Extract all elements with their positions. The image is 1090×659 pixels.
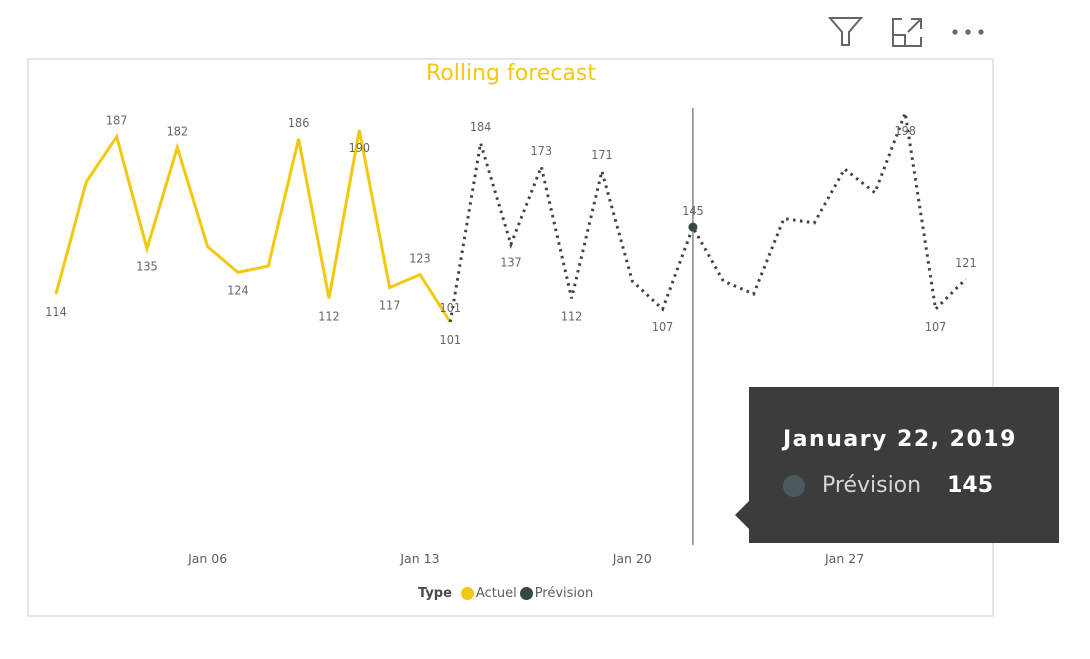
- highlight-marker: [688, 222, 698, 232]
- x-axis: Jan 06 Jan 13 Jan 20 Jan 27: [187, 551, 864, 566]
- tooltip-series-name: Prévision: [822, 473, 922, 498]
- data-label: 112: [318, 308, 339, 323]
- data-label: 107: [925, 319, 946, 334]
- data-label: 135: [136, 259, 157, 274]
- legend-dot-actuel-icon: [460, 587, 474, 600]
- data-label: 101: [440, 332, 461, 347]
- data-label: 124: [227, 282, 248, 297]
- x-axis-tick-label: Jan 20: [612, 551, 652, 566]
- more-options-icon[interactable]: [950, 24, 986, 44]
- filter-icon[interactable]: [827, 16, 864, 52]
- highlight-point-marker: [688, 222, 698, 232]
- data-label: 112: [561, 308, 582, 323]
- data-label: 101: [440, 300, 461, 315]
- legend-label: Actuel: [475, 586, 517, 601]
- data-labels: 114 187 135 182 124 186 112 190 117 123 101 101 184 1…: [45, 113, 976, 347]
- data-label: 171: [591, 147, 612, 162]
- legend-dot-prevision-icon: [519, 587, 533, 600]
- series-lines: [54, 107, 967, 323]
- data-label: 173: [531, 143, 552, 158]
- focus-mode-icon[interactable]: [891, 17, 925, 53]
- data-label: 198: [895, 123, 916, 138]
- tooltip-title: January 22, 2019: [783, 427, 1017, 452]
- legend-title: Type: [418, 586, 452, 601]
- tooltip-value: 145: [947, 473, 994, 498]
- legend: Type Actuel Prévision: [418, 586, 596, 601]
- tooltip-arrow: [735, 501, 749, 529]
- legend-item-prevision[interactable]: Prévision: [519, 586, 594, 601]
- x-axis-tick-label: Jan 13: [399, 551, 439, 566]
- legend-item-actuel[interactable]: Actuel: [460, 586, 517, 601]
- data-label: 107: [652, 319, 673, 334]
- data-label: 145: [682, 203, 703, 218]
- tooltip-series-dot-icon: [783, 474, 805, 497]
- data-label: 121: [955, 255, 976, 270]
- data-label: 186: [288, 115, 309, 130]
- chart-title: Rolling forecast: [426, 61, 596, 86]
- data-label: 187: [106, 113, 127, 128]
- data-label: 123: [409, 251, 430, 266]
- data-label: 114: [45, 304, 66, 319]
- data-label: 190: [349, 140, 370, 155]
- tooltip-row: Prévision 145: [783, 473, 993, 498]
- tooltip: January 22, 2019 Prévision 145: [735, 387, 1059, 543]
- series-line-prevision[interactable]: [448, 107, 967, 323]
- data-label: 137: [500, 254, 521, 269]
- data-label: 182: [167, 123, 188, 138]
- data-label: 184: [470, 119, 491, 134]
- x-axis-tick-label: Jan 27: [824, 551, 864, 566]
- data-label: 117: [379, 298, 400, 313]
- series-line-actuel[interactable]: [54, 129, 452, 323]
- legend-label: Prévision: [534, 586, 594, 601]
- x-axis-tick-label: Jan 06: [187, 551, 227, 566]
